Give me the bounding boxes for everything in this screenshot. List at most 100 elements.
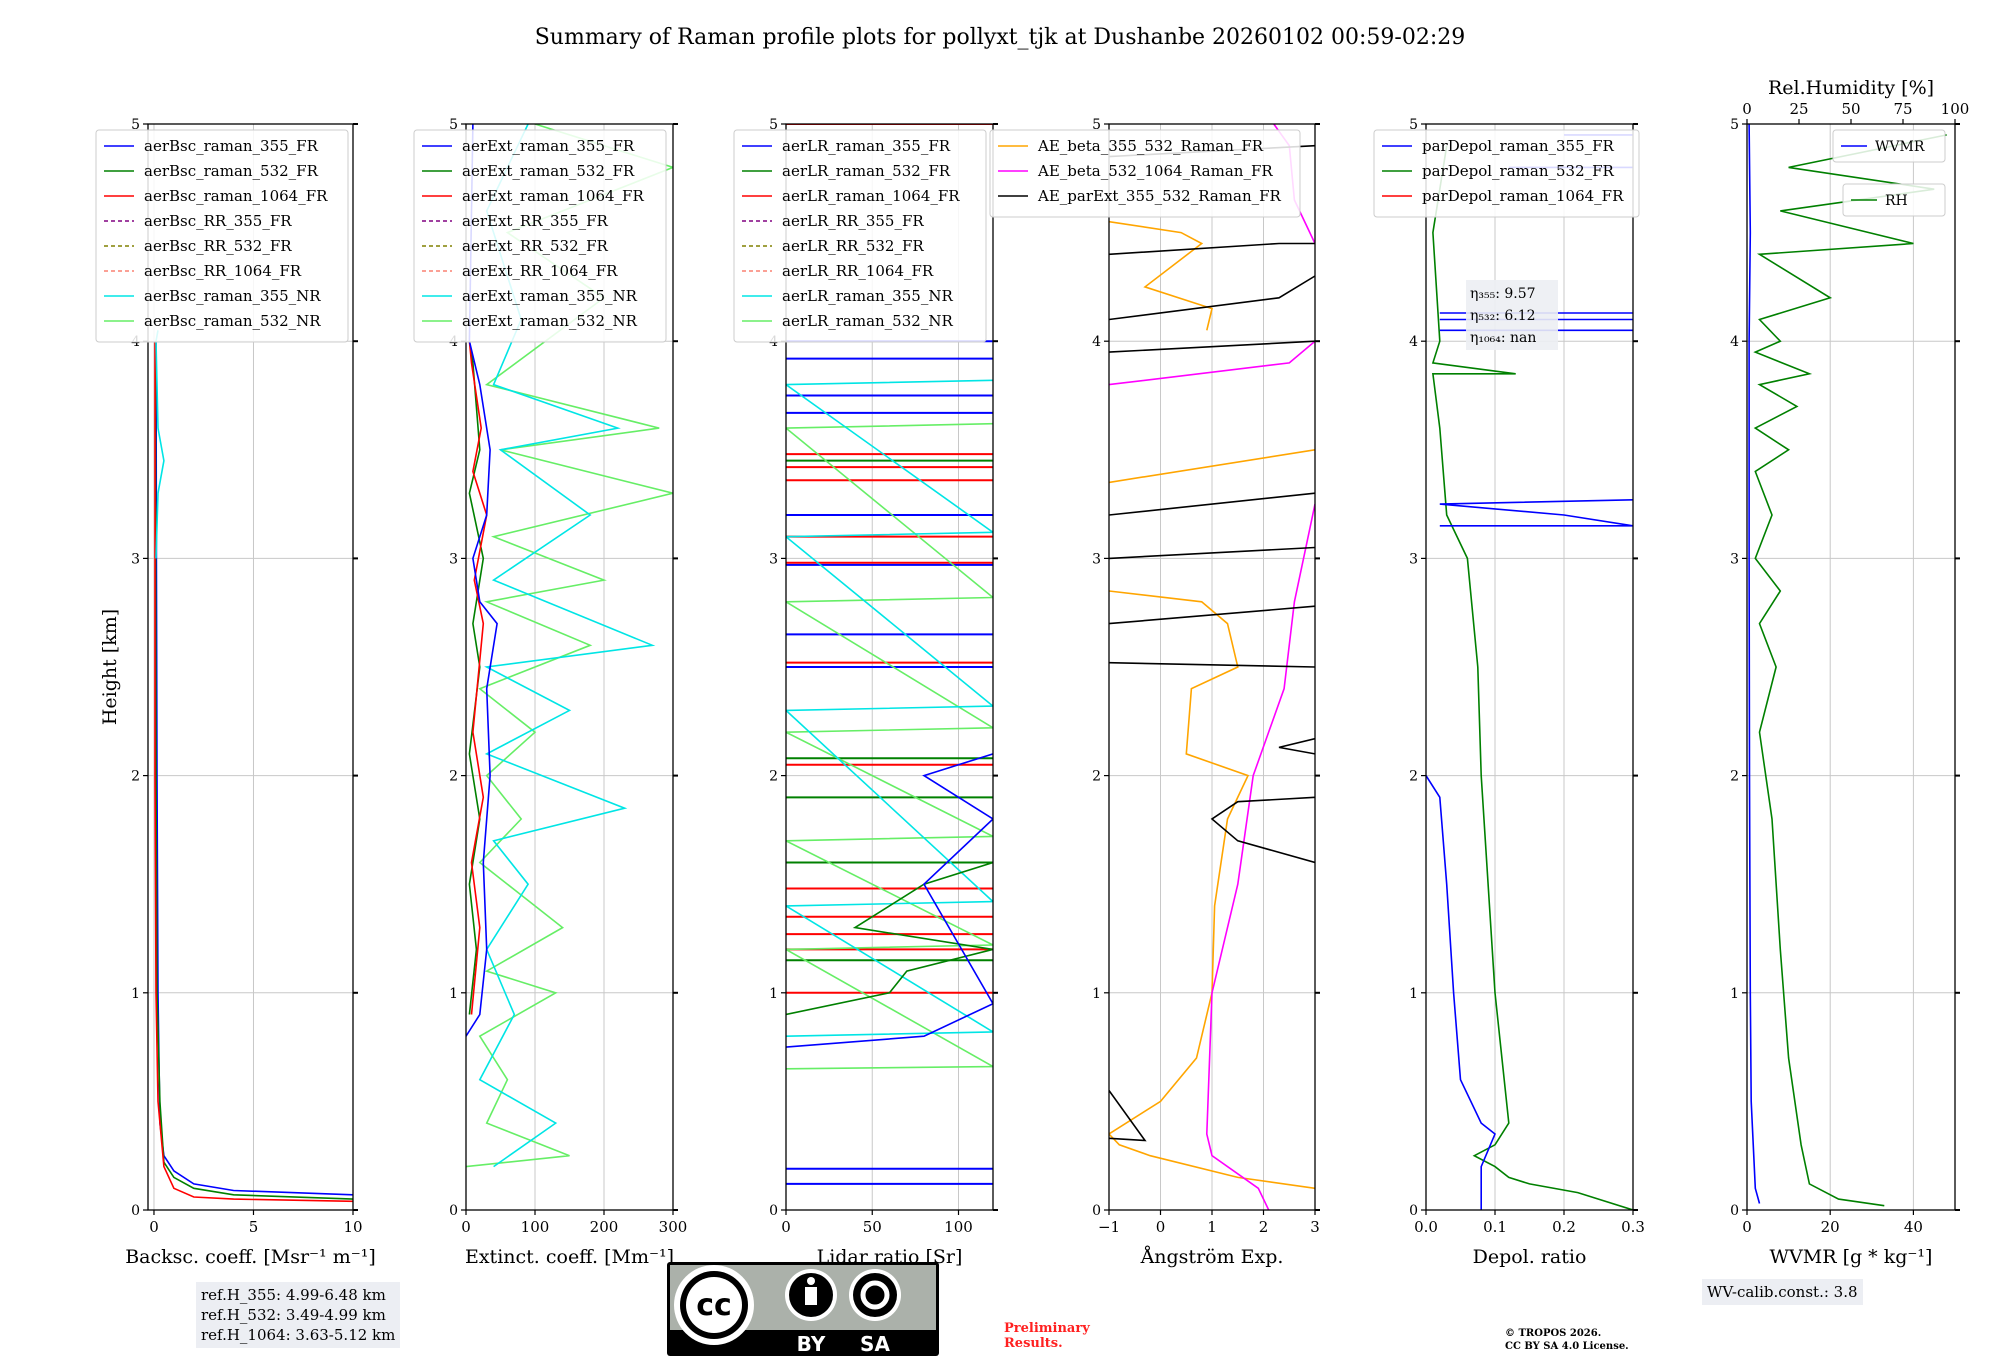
y-tick-label: 5 [131, 117, 140, 133]
y-tick-label: 0 [131, 1203, 140, 1219]
legend-label: RH [1885, 193, 1908, 209]
legend-label: aerExt_raman_532_FR [462, 162, 635, 180]
series-line-AE_parExt_355_532_Raman_FR [1109, 275, 1315, 321]
annotation-line: η₃₅₅: 9.57 [1470, 286, 1536, 302]
legend-label: aerExt_raman_532_NR [462, 312, 638, 330]
legend-label: aerBsc_raman_355_NR [144, 287, 321, 305]
plot-frame [785, 123, 994, 1211]
legend: aerLR_raman_355_FR aerLR_raman_532_FR aerL… [733, 129, 987, 343]
annotation-box [1466, 280, 1558, 350]
legend-box [1842, 183, 1946, 217]
x-axis-label: Extinct. coeff. [Mm⁻¹] [465, 1246, 674, 1268]
top-x-tick-label: 100 [1941, 100, 1970, 118]
y-tick-label: 5 [1409, 117, 1418, 133]
cc-by-sa-logo: cc BY SA [667, 1262, 939, 1356]
y-tick-label: 4 [1730, 334, 1739, 350]
y-tick-label: 4 [1409, 334, 1418, 350]
legend-label: aerExt_RR_532_FR [462, 237, 609, 255]
series-line-AE_parExt_355_532_Raman_FR [1109, 661, 1315, 668]
x-axis-label: Depol. ratio [1473, 1246, 1587, 1268]
panels: 0123450510Backsc. coeff. [Msr⁻¹ m⁻¹]aerB… [95, 77, 1969, 1268]
legend-box [733, 129, 987, 343]
preliminary-note: Preliminary Results. [1004, 1321, 1090, 1351]
series-line-aerExt_raman_532_NR [466, 124, 673, 1168]
x-tick-label: 100 [944, 1218, 973, 1236]
legend-label: aerLR_raman_1064_FR [782, 187, 960, 205]
series-line-aerExt_raman_355_NR [478, 124, 656, 1168]
y-tick-label: 2 [449, 769, 458, 785]
plot-frame [1425, 123, 1634, 1211]
copyright-line-1: © TROPOS 2026. [1505, 1328, 1602, 1339]
y-tick-label: 4 [1092, 334, 1101, 350]
y-tick-label: 1 [131, 986, 140, 1002]
legend-label: aerExt_raman_355_NR [462, 287, 638, 305]
legend-label: aerBsc_raman_532_NR [144, 312, 321, 330]
plot-frame [147, 123, 354, 1211]
series-line-aerExt_raman_355_FR [466, 124, 498, 1037]
legend-label: aerLR_RR_355_FR [782, 212, 924, 230]
series-line-AE_parExt_355_532_Raman_FR [1109, 605, 1315, 625]
series-line-AE_beta_355_532_Raman_FR [1109, 590, 1250, 1135]
legend-label: AE_parExt_355_532_Raman_FR [1037, 187, 1282, 205]
series-line-aerBsc_raman_1064_FR [154, 341, 353, 1203]
legend-label: AE_beta_355_532_Raman_FR [1037, 137, 1264, 155]
y-tick-label: 0 [1730, 1203, 1739, 1219]
y-tick-label: 2 [131, 769, 140, 785]
x-axis-label: Backsc. coeff. [Msr⁻¹ m⁻¹] [125, 1246, 376, 1268]
y-tick-label: 5 [1092, 117, 1101, 133]
x-tick-label: 0 [149, 1218, 159, 1236]
x-axis-label: Ångström Exp. [1140, 1246, 1284, 1268]
legend-label: WVMR [1875, 139, 1925, 155]
y-tick-label: 3 [131, 551, 140, 567]
y-tick-label: 5 [449, 117, 458, 133]
series-line-aerLR_raman_355_FR [786, 753, 993, 1048]
legend-label: aerLR_raman_355_NR [782, 287, 953, 305]
legend-label: parDepol_raman_532_FR [1422, 162, 1615, 180]
series-line-AE_parExt_355_532_Raman_FR [1109, 1090, 1147, 1142]
series-line-parDepol_raman_532_FR [1431, 145, 1633, 1210]
legend-label: parDepol_raman_355_FR [1422, 137, 1615, 155]
x-tick-label: 40 [1904, 1218, 1923, 1236]
series-line-AE_beta_355_532_Raman_FR [1109, 449, 1315, 484]
copyright-line-2: CC BY SA 4.0 License. [1505, 1341, 1629, 1352]
wv-calibration-box: WV-calib.const.: 3.8 [1702, 1279, 1863, 1305]
legend-label: aerBsc_raman_355_FR [144, 137, 319, 155]
panel-depolarization: 0 1 2 3 4 5 0.0 0.1 0.2 0.3 Depol. ratio parDepol_r… [1373, 117, 1645, 1268]
plot-frame [1746, 123, 1956, 1211]
panel-backscatter: 0123450510Backsc. coeff. [Msr⁻¹ m⁻¹]aerB… [95, 117, 376, 1268]
x-tick-label: 2 [1259, 1218, 1269, 1236]
series-line-aerExt_raman_532_FR [468, 341, 485, 1015]
series-line-AE_beta_355_532_Raman_FR [1109, 220, 1213, 331]
preliminary-line-1: Preliminary [1004, 1321, 1090, 1336]
x-tick-label: 0 [1742, 1218, 1752, 1236]
legend-label: aerExt_RR_1064_FR [462, 262, 618, 280]
y-tick-label: 3 [1409, 551, 1418, 567]
legend-label: aerBsc_RR_1064_FR [144, 262, 302, 280]
y-tick-label: 1 [449, 986, 458, 1002]
legend: aerExt_raman_355_FR aerExt_raman_532_FRae… [413, 129, 667, 343]
ref-height-1064: ref.H_1064: 3.63-5.12 km [201, 1326, 396, 1344]
y-tick-label: 2 [769, 769, 778, 785]
x-tick-label: 50 [863, 1218, 882, 1236]
x-tick-label: 0.2 [1552, 1218, 1576, 1236]
series-line-parDepol_raman_355_FR [1439, 499, 1633, 527]
preliminary-line-2: Results. [1004, 1336, 1063, 1351]
series-line-parDepol_raman_355_FR [1426, 775, 1496, 1210]
legend-label: aerBsc_raman_532_FR [144, 162, 319, 180]
x-tick-label: 0.0 [1414, 1218, 1438, 1236]
y-tick-label: 1 [769, 986, 778, 1002]
y-tick-label: 0 [769, 1203, 778, 1219]
y-tick-label: 0 [1092, 1203, 1101, 1219]
series-line-AE_parExt_355_532_Raman_FR [1109, 492, 1315, 516]
ref-height-355: ref.H_355: 4.99-6.48 km [201, 1286, 386, 1304]
legend-label: aerLR_RR_1064_FR [782, 262, 934, 280]
x-tick-label: 5 [249, 1218, 259, 1236]
legend: WVMR RH [1832, 129, 1946, 217]
x-tick-label: 0 [1156, 1218, 1166, 1236]
annotation-line: η₁₀₆₄: nan [1470, 330, 1536, 346]
series-line-AE_beta_355_532_Raman_FR [1109, 1133, 1315, 1190]
y-tick-label: 2 [1092, 769, 1101, 785]
